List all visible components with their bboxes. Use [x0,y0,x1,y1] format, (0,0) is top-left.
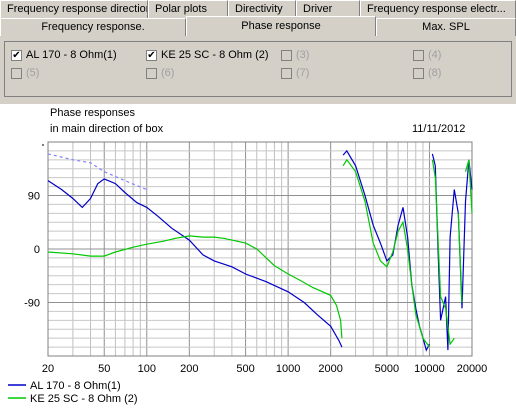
checkbox-driver-8[interactable]: (8) [413,66,441,80]
checkbox-driver-2[interactable]: ✔ KE 25 SC - 8 Ohm (2) [146,48,269,62]
chart-title: Phase responses [50,107,135,119]
checkbox-driver-3[interactable]: (3) [281,48,309,62]
chart-date: 11/11/2012 [412,123,466,135]
checkbox-driver-5[interactable]: (5) [11,66,39,80]
series-line-2 [47,158,473,348]
checkbox-driver-6[interactable]: (6) [146,66,174,80]
tab-row-2: Frequency response. Phase response Max. … [0,16,516,36]
x-tick-label: 1000 [276,363,300,375]
x-tick-label: 10000 [414,363,445,375]
x-tick-label: 5000 [375,363,399,375]
checkbox-label: KE 25 SC - 8 Ohm (2) [161,49,269,61]
tab-directivity[interactable]: Directivity [228,0,296,18]
tab-frequency-response[interactable]: Frequency response. [0,18,186,36]
chart-subtitle: in main direction of box [50,123,164,135]
x-tick-label: 50 [98,363,110,375]
checkbox-box[interactable] [413,49,424,61]
checkbox-label: (6) [161,67,175,79]
series-line-3 [47,153,148,191]
chart-plot-area: 20 50 100 200 500 1000 2000 5000 10000 20000 90 0 -9… [8,141,488,405]
checkbox-label: (4) [428,49,442,61]
x-tick-label: 500 [236,363,254,375]
x-tick-label: 20 [42,363,54,375]
tab-max-spl[interactable]: Max. SPL [376,18,516,36]
checkbox-label: (7) [296,67,310,79]
checkbox-driver-1[interactable]: ✔ AL 170 - 8 Ohm(1) [11,48,117,62]
checkbox-label: (8) [428,67,442,79]
y-tick-label: 0 [34,244,40,256]
x-tick-label: 2000 [318,363,342,375]
checkbox-box[interactable] [281,49,292,61]
checkbox-box[interactable] [11,67,22,79]
tab-polar-plots[interactable]: Polar plots [148,0,228,18]
x-tick-label: 20000 [457,363,488,375]
checkbox-box[interactable]: ✔ [11,49,22,61]
checkbox-label: (5) [26,67,40,79]
driver-selection-panel: ✔ AL 170 - 8 Ohm(1) ✔ KE 25 SC - 8 Ohm (… [4,41,512,97]
x-tick-label: 100 [138,363,156,375]
legend-label: KE 25 SC - 8 Ohm (2) [30,393,138,405]
checkbox-label: AL 170 - 8 Ohm(1) [26,49,117,61]
checkbox-box[interactable]: ✔ [146,49,157,61]
checkbox-label: (3) [296,49,310,61]
y-tick-label: -90 [24,298,40,310]
tab-driver[interactable]: Driver [296,0,360,18]
plot-frame [47,141,473,357]
y-tick-label: 90 [28,191,40,203]
checkbox-box[interactable] [146,67,157,79]
tab-frequency-response-directions[interactable]: Frequency response directions [0,0,148,18]
checkbox-driver-7[interactable]: (7) [281,66,309,80]
checkbox-driver-4[interactable]: (4) [413,48,441,62]
checkbox-box[interactable] [413,67,424,79]
phase-response-chart: Phase responses in main direction of box… [0,104,516,415]
tab-frequency-response-electrical[interactable]: Frequency response electr... [360,0,516,18]
tab-row-1: Frequency response directions Polar plot… [0,0,516,18]
tab-phase-response[interactable]: Phase response [186,16,376,36]
checkbox-box[interactable] [281,67,292,79]
legend-label: AL 170 - 8 Ohm(1) [30,380,121,392]
x-tick-label: 200 [180,363,198,375]
